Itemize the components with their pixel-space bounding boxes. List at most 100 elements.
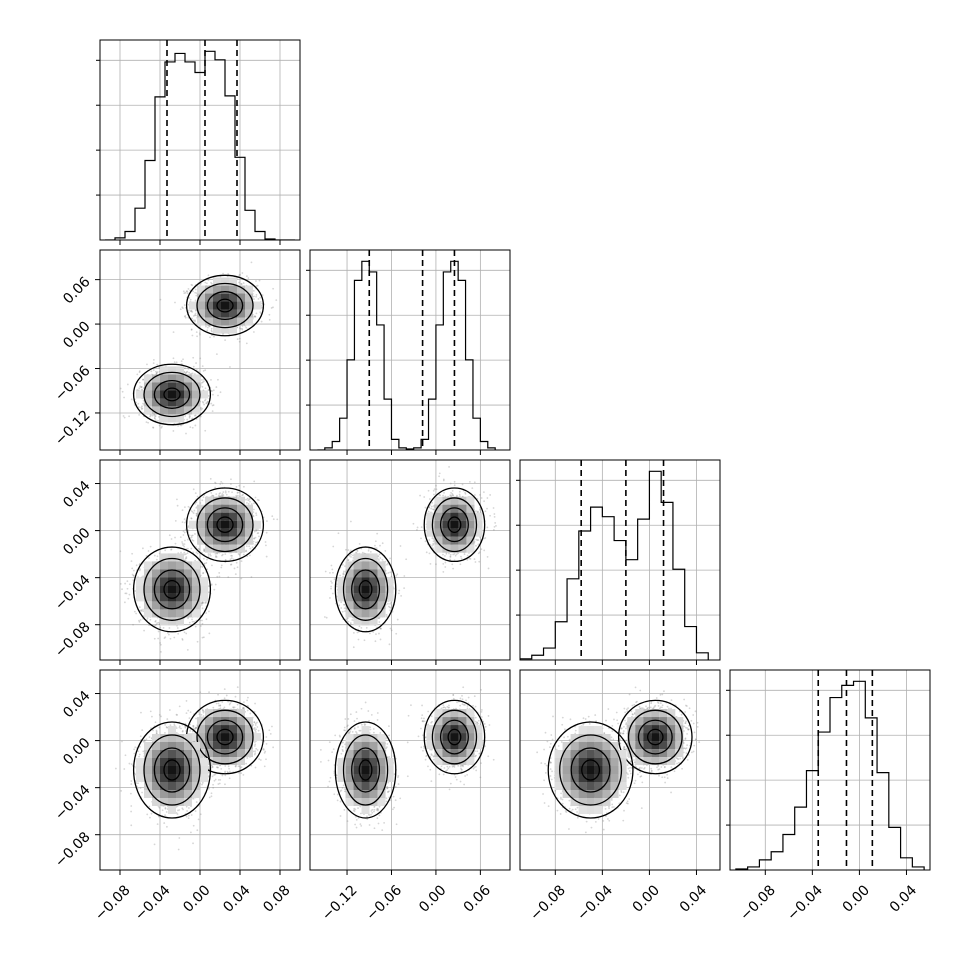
scatter-point <box>247 277 250 279</box>
scatter-point <box>204 369 207 372</box>
scatter-point <box>188 416 191 419</box>
scatter-point <box>210 492 213 494</box>
y-tick-label: 0.00 <box>60 318 93 351</box>
density-cell <box>152 374 160 383</box>
scatter-point <box>264 541 267 543</box>
scatter-point <box>229 558 232 561</box>
scatter-point <box>234 573 237 576</box>
scatter-point <box>245 550 248 553</box>
scatter-point <box>235 561 238 564</box>
scatter-point <box>220 480 223 483</box>
scatter-point <box>169 637 172 640</box>
scatter-point <box>179 424 182 427</box>
scatter-point <box>185 632 188 635</box>
scatter-point <box>142 378 144 381</box>
scatter-point <box>205 601 207 603</box>
scatter-point <box>209 477 212 480</box>
scatter-point <box>229 563 232 566</box>
scatter-point <box>252 316 255 318</box>
scatter-point <box>241 328 244 331</box>
scatter-point <box>208 632 211 635</box>
scatter-point <box>214 482 217 485</box>
scatter-point <box>272 287 275 290</box>
scatter-point <box>236 338 239 341</box>
scatter-point <box>224 490 227 493</box>
scatter-point <box>255 295 257 298</box>
scatter-point <box>205 402 208 405</box>
scatter-point <box>207 553 210 555</box>
scatter-point <box>229 366 231 368</box>
scatter-point <box>250 576 253 578</box>
scatter-point <box>195 501 198 504</box>
scatter-point <box>261 302 263 305</box>
scatter-point <box>201 407 204 410</box>
panel-1-1 <box>306 249 511 455</box>
density-cell <box>184 374 192 383</box>
scatter-point <box>194 502 197 505</box>
scatter-point <box>257 532 260 534</box>
scatter-point <box>222 491 225 493</box>
scatter-point <box>188 371 191 374</box>
scatter-point <box>199 574 202 577</box>
scatter-point <box>119 387 122 390</box>
scatter-point <box>149 618 152 621</box>
scatter-point <box>268 313 271 316</box>
scatter-point <box>255 312 258 315</box>
density-cell <box>237 309 245 318</box>
scatter-point <box>156 371 159 373</box>
scatter-point <box>245 275 248 278</box>
scatter-point <box>149 414 152 417</box>
scatter-point <box>265 544 267 547</box>
scatter-point <box>201 622 204 625</box>
scatter-point <box>199 407 202 410</box>
density-cell <box>184 398 192 407</box>
scatter-point <box>183 551 186 554</box>
scatter-point <box>151 414 154 417</box>
scatter-point <box>272 518 275 521</box>
scatter-point <box>248 498 251 501</box>
scatter-point <box>200 406 202 409</box>
scatter-point <box>190 309 193 312</box>
scatter-point <box>211 282 213 285</box>
density-cell <box>197 285 205 294</box>
density-cell <box>213 285 221 294</box>
scatter-point <box>154 620 157 623</box>
scatter-point <box>194 492 197 495</box>
density-cell <box>152 382 160 391</box>
density-cell <box>205 309 213 318</box>
density-cell <box>229 293 237 302</box>
scatter-point <box>183 292 186 295</box>
scatter-point <box>155 371 158 374</box>
scatter-point <box>238 484 241 487</box>
scatter-point <box>209 336 211 339</box>
scatter-point <box>201 378 203 381</box>
scatter-point <box>137 402 140 405</box>
density-cell <box>245 317 253 326</box>
scatter-point <box>160 426 163 429</box>
scatter-point <box>192 290 194 293</box>
density-cell <box>237 317 245 326</box>
scatter-point <box>215 556 218 558</box>
scatter-point <box>272 306 274 309</box>
scatter-point <box>181 541 183 543</box>
scatter-point <box>255 294 258 296</box>
density-cell <box>205 285 213 294</box>
scatter-point <box>191 334 194 337</box>
scatter-point <box>190 328 193 331</box>
scatter-point <box>130 560 133 563</box>
scatter-point <box>186 370 189 373</box>
scatter-point <box>190 517 193 519</box>
density-cell <box>221 325 229 334</box>
scatter-point <box>251 546 254 549</box>
scatter-point <box>181 509 184 512</box>
scatter-point <box>123 416 126 419</box>
scatter-point <box>265 555 268 558</box>
scatter-point <box>252 508 255 511</box>
density-cell <box>160 366 168 375</box>
scatter-point <box>247 499 250 502</box>
scatter-point <box>224 553 227 556</box>
scatter-point <box>172 357 175 360</box>
scatter-point <box>254 536 257 539</box>
scatter-point <box>233 567 236 570</box>
density-cell <box>213 293 221 302</box>
